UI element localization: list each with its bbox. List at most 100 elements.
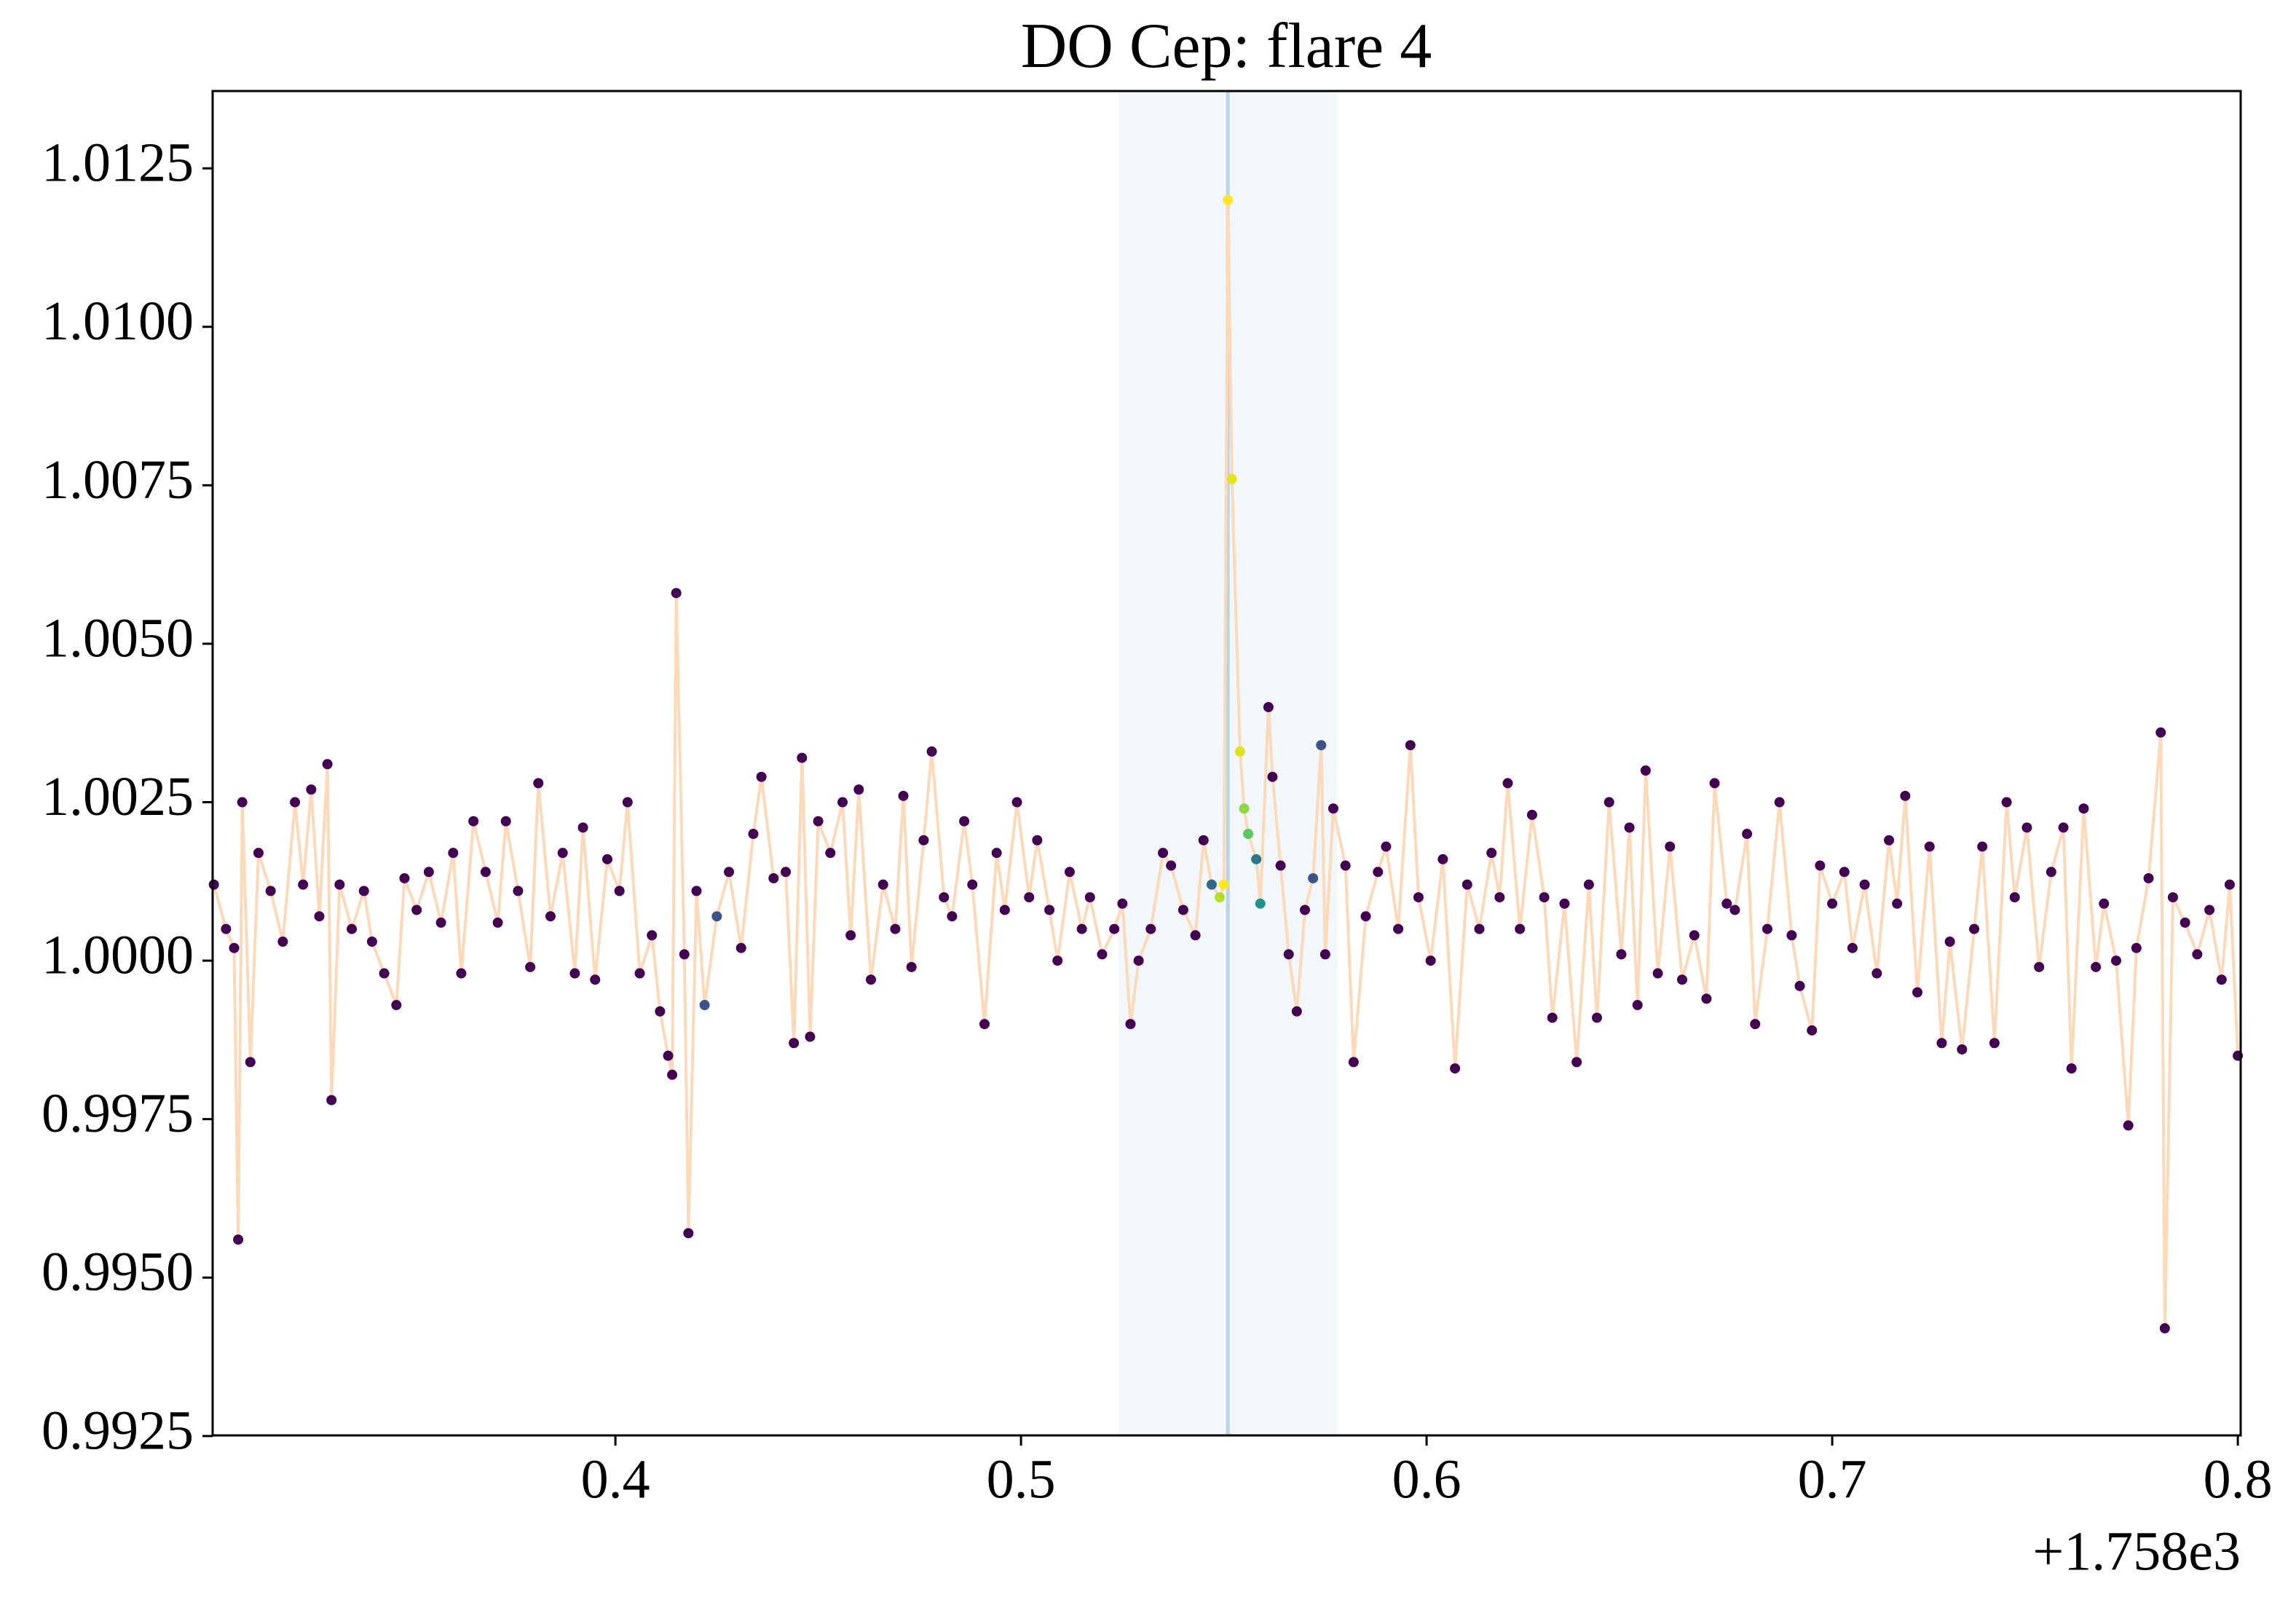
y-tick-label: 1.0025: [42, 766, 194, 827]
data-point: [1827, 898, 1838, 909]
data-point: [614, 886, 625, 896]
data-point: [1158, 848, 1169, 859]
data-point: [1977, 841, 1988, 852]
data-point: [1774, 797, 1785, 808]
data-point: [1316, 740, 1327, 751]
data-point: [1044, 905, 1055, 915]
data-point: [423, 867, 434, 878]
data-point: [2066, 1063, 2077, 1074]
data-point: [1729, 905, 1740, 915]
data-point: [691, 886, 702, 896]
data-point: [918, 835, 929, 846]
data-point: [480, 867, 491, 878]
light-curve-line: [212, 198, 2240, 1330]
data-point: [898, 790, 909, 801]
data-point: [1616, 949, 1627, 960]
data-point: [2143, 872, 2154, 883]
data-point: [1486, 848, 1497, 859]
data-point: [1592, 1012, 1603, 1023]
data-point: [1624, 822, 1635, 833]
data-point: [233, 1234, 244, 1245]
data-point: [326, 1095, 337, 1106]
data-point: [2009, 892, 2020, 903]
data-point: [1526, 809, 1537, 820]
data-point: [622, 797, 633, 808]
data-point: [1405, 740, 1416, 751]
data-point: [1226, 473, 1237, 484]
data-point: [1665, 841, 1676, 852]
plot-frame: [211, 90, 2242, 1437]
data-point: [492, 917, 503, 928]
data-point: [2078, 803, 2089, 814]
data-point: [1900, 790, 1911, 801]
data-point: [379, 968, 390, 979]
x-offset-label: +1.758e3: [2032, 1521, 2241, 1582]
data-point: [1750, 1019, 1761, 1030]
x-tick-label: 0.8: [2204, 1449, 2273, 1510]
y-tick-label: 1.0100: [42, 291, 194, 352]
data-point: [1223, 194, 1234, 205]
data-point: [557, 848, 568, 859]
data-point: [1936, 1038, 1947, 1049]
data-point: [1373, 867, 1384, 878]
data-point: [1892, 898, 1903, 909]
data-point: [768, 872, 779, 883]
data-point: [2111, 955, 2122, 966]
data-point: [959, 816, 970, 827]
data-point: [967, 879, 978, 890]
data-point: [314, 911, 325, 922]
data-point: [853, 784, 864, 795]
data-point: [1652, 968, 1663, 979]
y-tick-label: 0.9950: [42, 1242, 194, 1303]
data-point: [277, 937, 288, 947]
data-point: [513, 886, 524, 896]
data-point: [1381, 841, 1392, 852]
data-point: [1032, 835, 1043, 846]
data-point: [1234, 746, 1245, 757]
data-point: [1701, 993, 1712, 1004]
data-point: [533, 778, 544, 789]
data-point: [999, 905, 1010, 915]
data-point: [1198, 835, 1209, 846]
y-tick-label: 0.9975: [42, 1083, 194, 1144]
data-point: [1024, 892, 1035, 903]
data-point: [1084, 892, 1095, 903]
data-point: [699, 1000, 710, 1011]
data-point: [545, 911, 556, 922]
data-point: [1340, 860, 1351, 871]
data-point: [1300, 905, 1311, 915]
data-point: [1215, 892, 1226, 903]
data-point: [813, 816, 824, 827]
data-point: [1076, 923, 1087, 934]
data-point: [979, 1019, 990, 1030]
data-point: [671, 588, 682, 599]
data-point: [1677, 974, 1688, 985]
chart-title: DO Cep: flare 4: [1021, 11, 1432, 82]
data-point: [1052, 955, 1063, 966]
data-point: [590, 974, 601, 985]
data-point: [2034, 961, 2045, 972]
data-point: [358, 886, 369, 896]
data-point: [1263, 701, 1274, 712]
data-point: [1859, 879, 1870, 890]
data-point: [2204, 905, 2215, 915]
data-point: [1206, 879, 1217, 890]
data-point: [2179, 917, 2190, 928]
data-point: [577, 822, 588, 833]
data-point: [1393, 923, 1404, 934]
data-point: [1815, 860, 1826, 871]
data-point: [456, 968, 467, 979]
data-point: [1807, 1025, 1818, 1036]
data-point: [1117, 898, 1128, 909]
data-point: [1539, 892, 1550, 903]
data-point: [2001, 797, 2012, 808]
data-point: [290, 797, 301, 808]
data-point: [663, 1050, 674, 1061]
data-point: [647, 930, 658, 941]
data-point: [1267, 771, 1278, 782]
data-point: [926, 746, 937, 757]
data-point: [2123, 1120, 2134, 1131]
data-point: [1308, 872, 1319, 883]
data-point: [1689, 930, 1700, 941]
data-point: [1762, 923, 1772, 934]
